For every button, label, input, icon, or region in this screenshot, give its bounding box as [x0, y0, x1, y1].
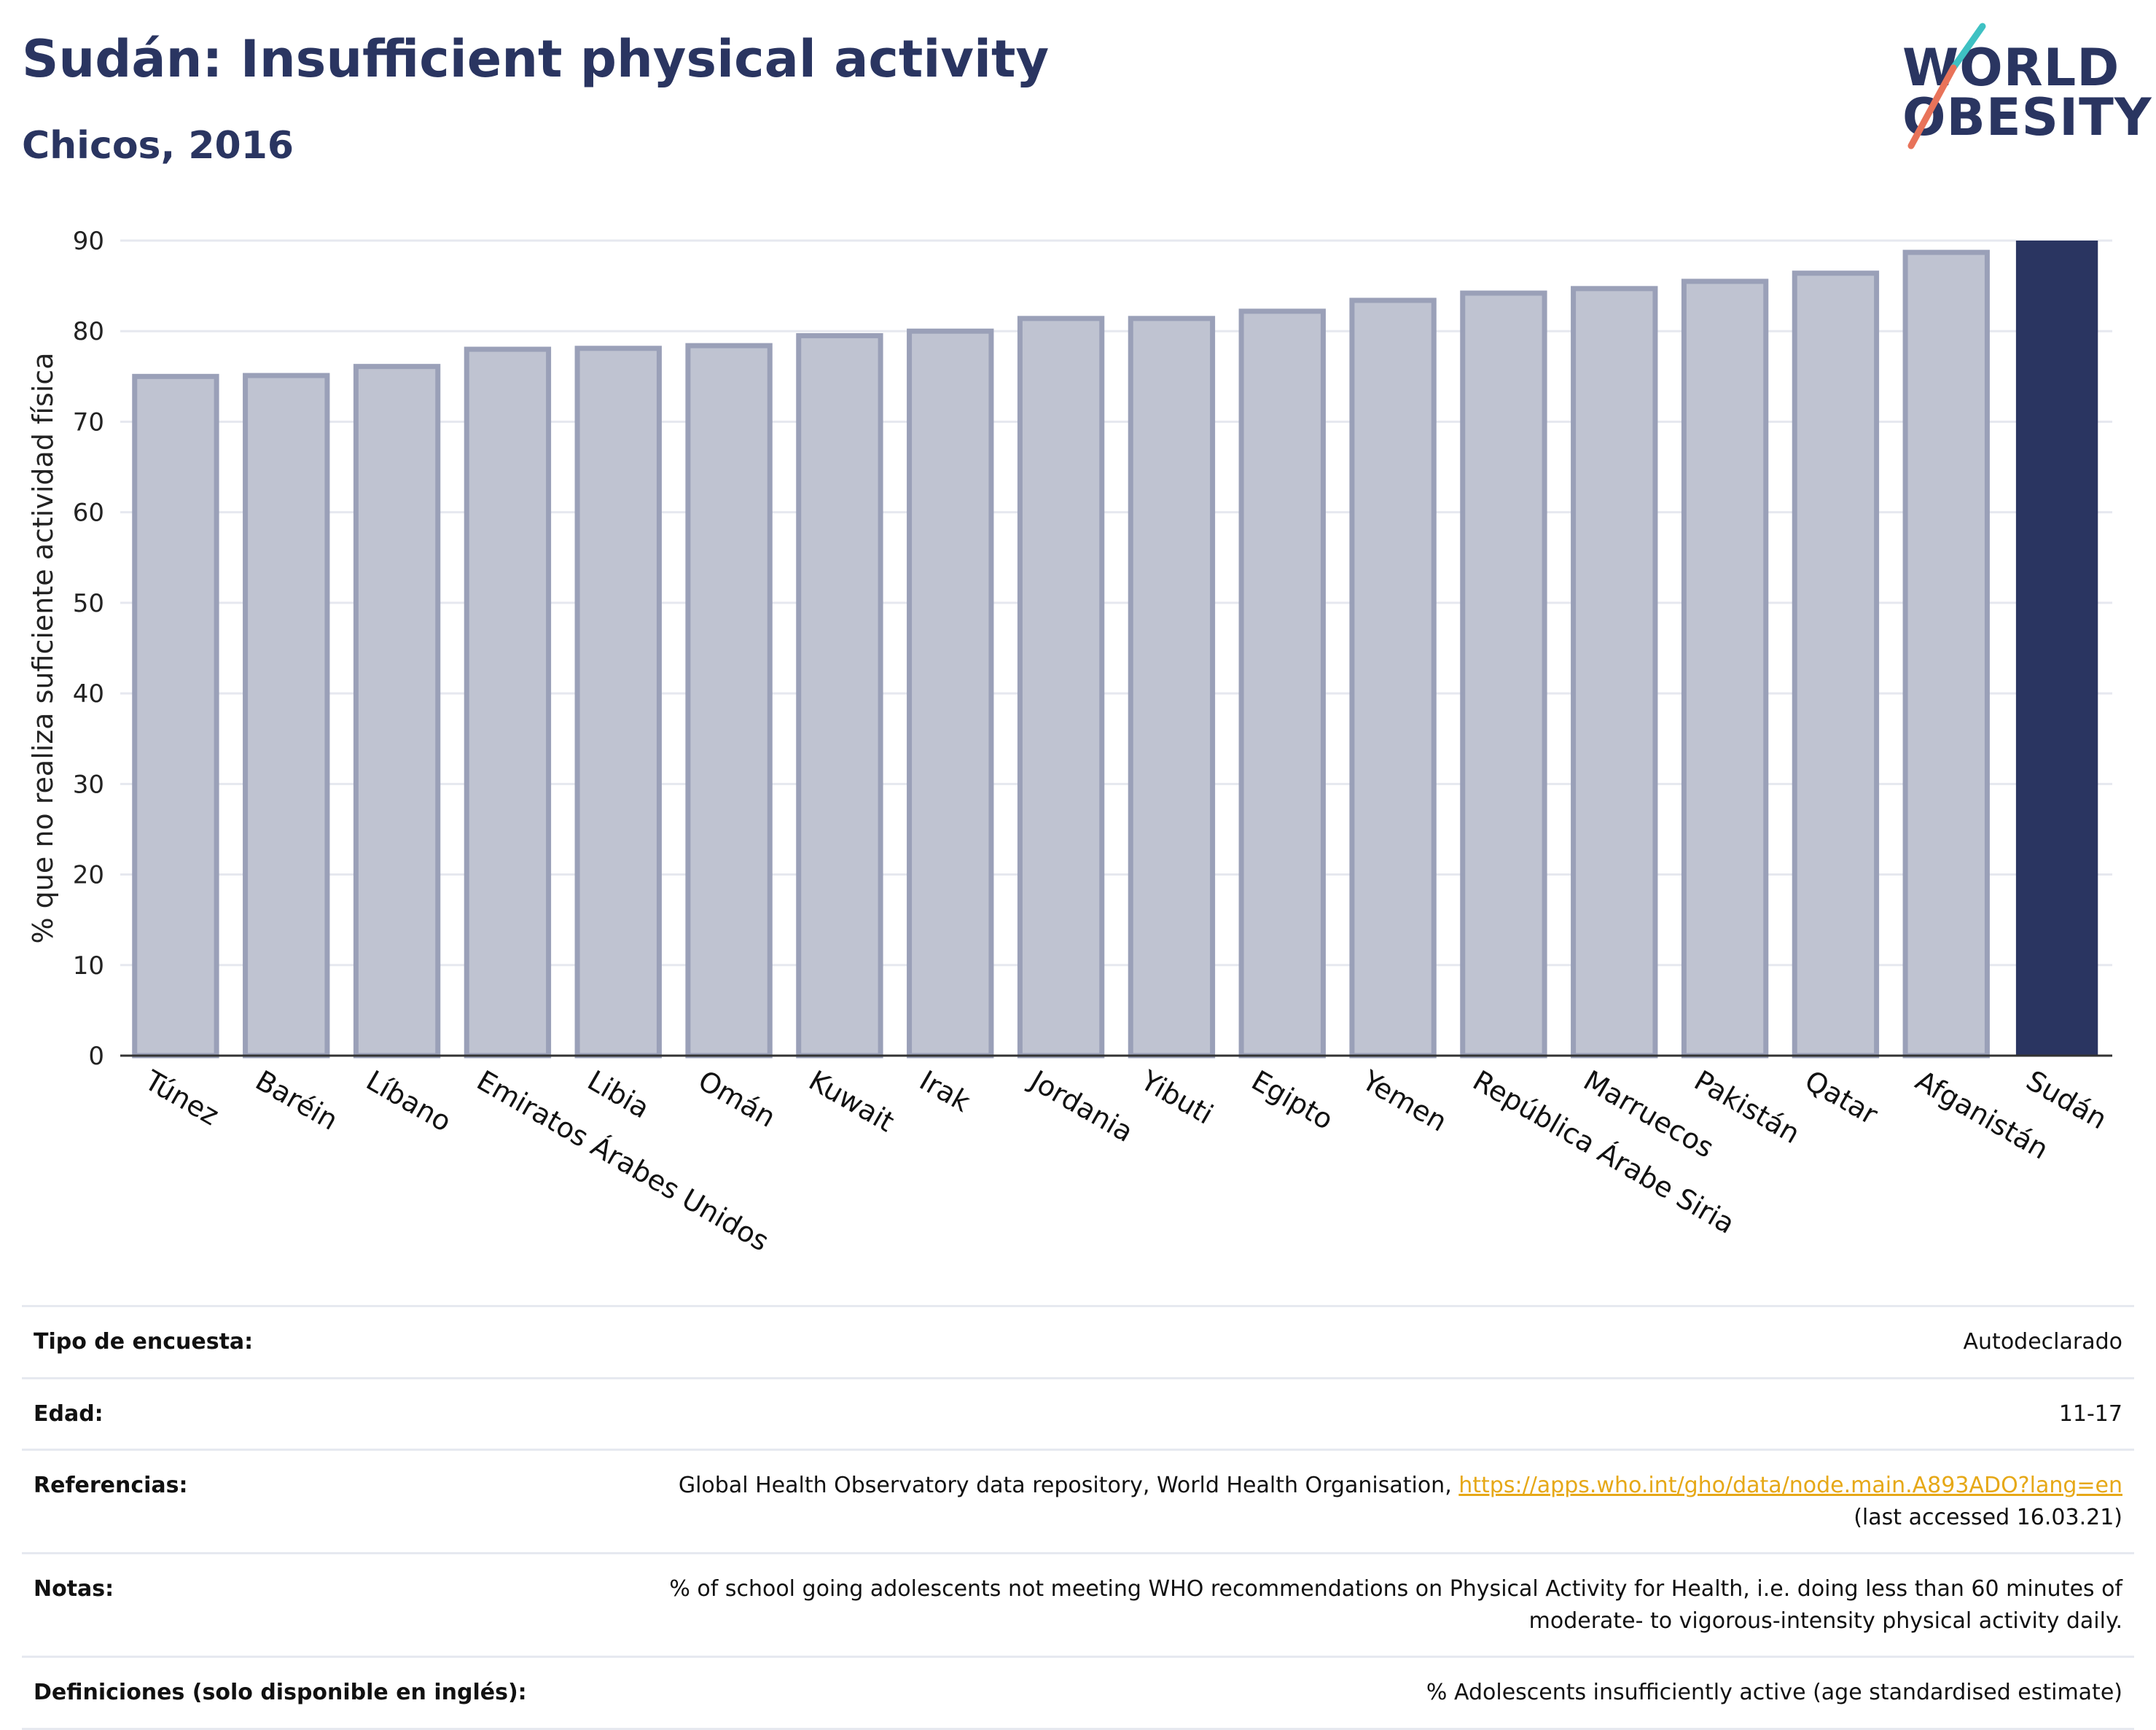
info-table: Tipo de encuesta: Autodeclarado Edad: 11…: [22, 1305, 2134, 1730]
y-tick-label: 10: [73, 951, 104, 981]
bar: [1238, 308, 1326, 1059]
page-subtitle: Chicos, 2016: [22, 124, 294, 168]
y-tick-label: 40: [73, 679, 104, 709]
y-tick-label: 20: [73, 861, 104, 890]
bar: [2015, 241, 2098, 1056]
page-title: Sudán: Insufficient physical activity: [22, 29, 1050, 89]
bar: [353, 364, 441, 1059]
x-tick-label: Irak: [914, 1064, 975, 1118]
info-value: 11-17: [555, 1376, 2134, 1451]
x-tick-label: Líbano: [361, 1064, 457, 1138]
logo-slash-bottom: [1907, 64, 1957, 149]
info-row-notes: Notas: % of school going adolescents not…: [22, 1552, 2134, 1658]
bar: [1128, 316, 1216, 1059]
info-value: Global Health Observatory data repositor…: [555, 1449, 2134, 1554]
bar: [907, 328, 994, 1059]
logo-line1: WORLD: [1902, 38, 2120, 98]
bar: [132, 373, 219, 1059]
reference-text: Global Health Observatory data repositor…: [678, 1473, 1459, 1498]
info-row-definitions: Definiciones (solo disponible en inglés)…: [22, 1656, 2134, 1730]
info-value: Autodeclarado: [555, 1305, 2134, 1379]
info-label: Definiciones (solo disponible en inglés)…: [22, 1656, 555, 1730]
info-value: % of school going adolescents not meetin…: [555, 1552, 2134, 1658]
x-tick-label: Omán: [693, 1064, 781, 1134]
bar: [464, 346, 552, 1059]
x-tick-label: Libia: [582, 1064, 655, 1125]
world-obesity-logo: WORLD OBESITY: [1902, 20, 2152, 152]
y-tick-label: 60: [73, 499, 104, 528]
info-label: Referencias:: [22, 1449, 555, 1554]
info-row-age: Edad: 11-17: [22, 1376, 2134, 1451]
info-value: % Adolescents insufficiently active (age…: [555, 1656, 2134, 1730]
logo-slash-top: [1950, 23, 1986, 71]
y-tick-label: 30: [73, 770, 104, 799]
bar: [796, 332, 883, 1059]
bar: [574, 346, 662, 1059]
bar: [1460, 290, 1547, 1059]
y-axis-title: % que no realiza suficiente actividad fí…: [27, 353, 59, 944]
y-tick-label: 80: [73, 317, 104, 346]
x-tick-label: Kuwait: [803, 1064, 899, 1139]
x-tick-label: Yibuti: [1135, 1064, 1219, 1131]
info-row-survey-type: Tipo de encuesta: Autodeclarado: [22, 1305, 2134, 1379]
bar-chart: 0 10 20 30 40 50 60 70 80 90 % que no realiza sufi…: [27, 227, 2113, 1258]
y-tick-label: 0: [88, 1042, 104, 1071]
bar: [1792, 270, 1880, 1059]
bar: [1349, 297, 1437, 1059]
info-label: Tipo de encuesta:: [22, 1305, 555, 1379]
x-tick-label: Qatar: [1800, 1064, 1883, 1131]
x-tick-label: Yemen: [1356, 1064, 1453, 1138]
y-tick-label: 90: [73, 227, 104, 256]
y-tick-label: 70: [73, 408, 104, 437]
bar: [685, 343, 773, 1059]
info-label: Edad:: [22, 1376, 555, 1451]
bar: [243, 373, 330, 1059]
logo-line2: OBESITY: [1902, 87, 2152, 147]
logo-slash-icon: [1907, 23, 1986, 149]
info-label: Notas:: [22, 1552, 555, 1658]
y-tick-label: 50: [73, 589, 104, 618]
x-tick-label: Sudán: [2021, 1064, 2113, 1136]
bar: [1681, 278, 1769, 1059]
x-tick-label: Egipto: [1246, 1064, 1339, 1137]
x-tick-label: Túnez: [139, 1064, 224, 1131]
reference-accessed: (last accessed 16.03.21): [1854, 1504, 2122, 1530]
info-row-references: Referencias: Global Health Observatory d…: [22, 1449, 2134, 1554]
x-tick-label: Baréin: [250, 1064, 343, 1137]
bar: [1017, 316, 1105, 1059]
bar: [1902, 249, 1990, 1059]
x-tick-label: Jordania: [1023, 1064, 1138, 1148]
reference-link[interactable]: https://apps.who.int/gho/data/node.main.…: [1458, 1473, 2122, 1498]
bar: [1571, 286, 1658, 1059]
